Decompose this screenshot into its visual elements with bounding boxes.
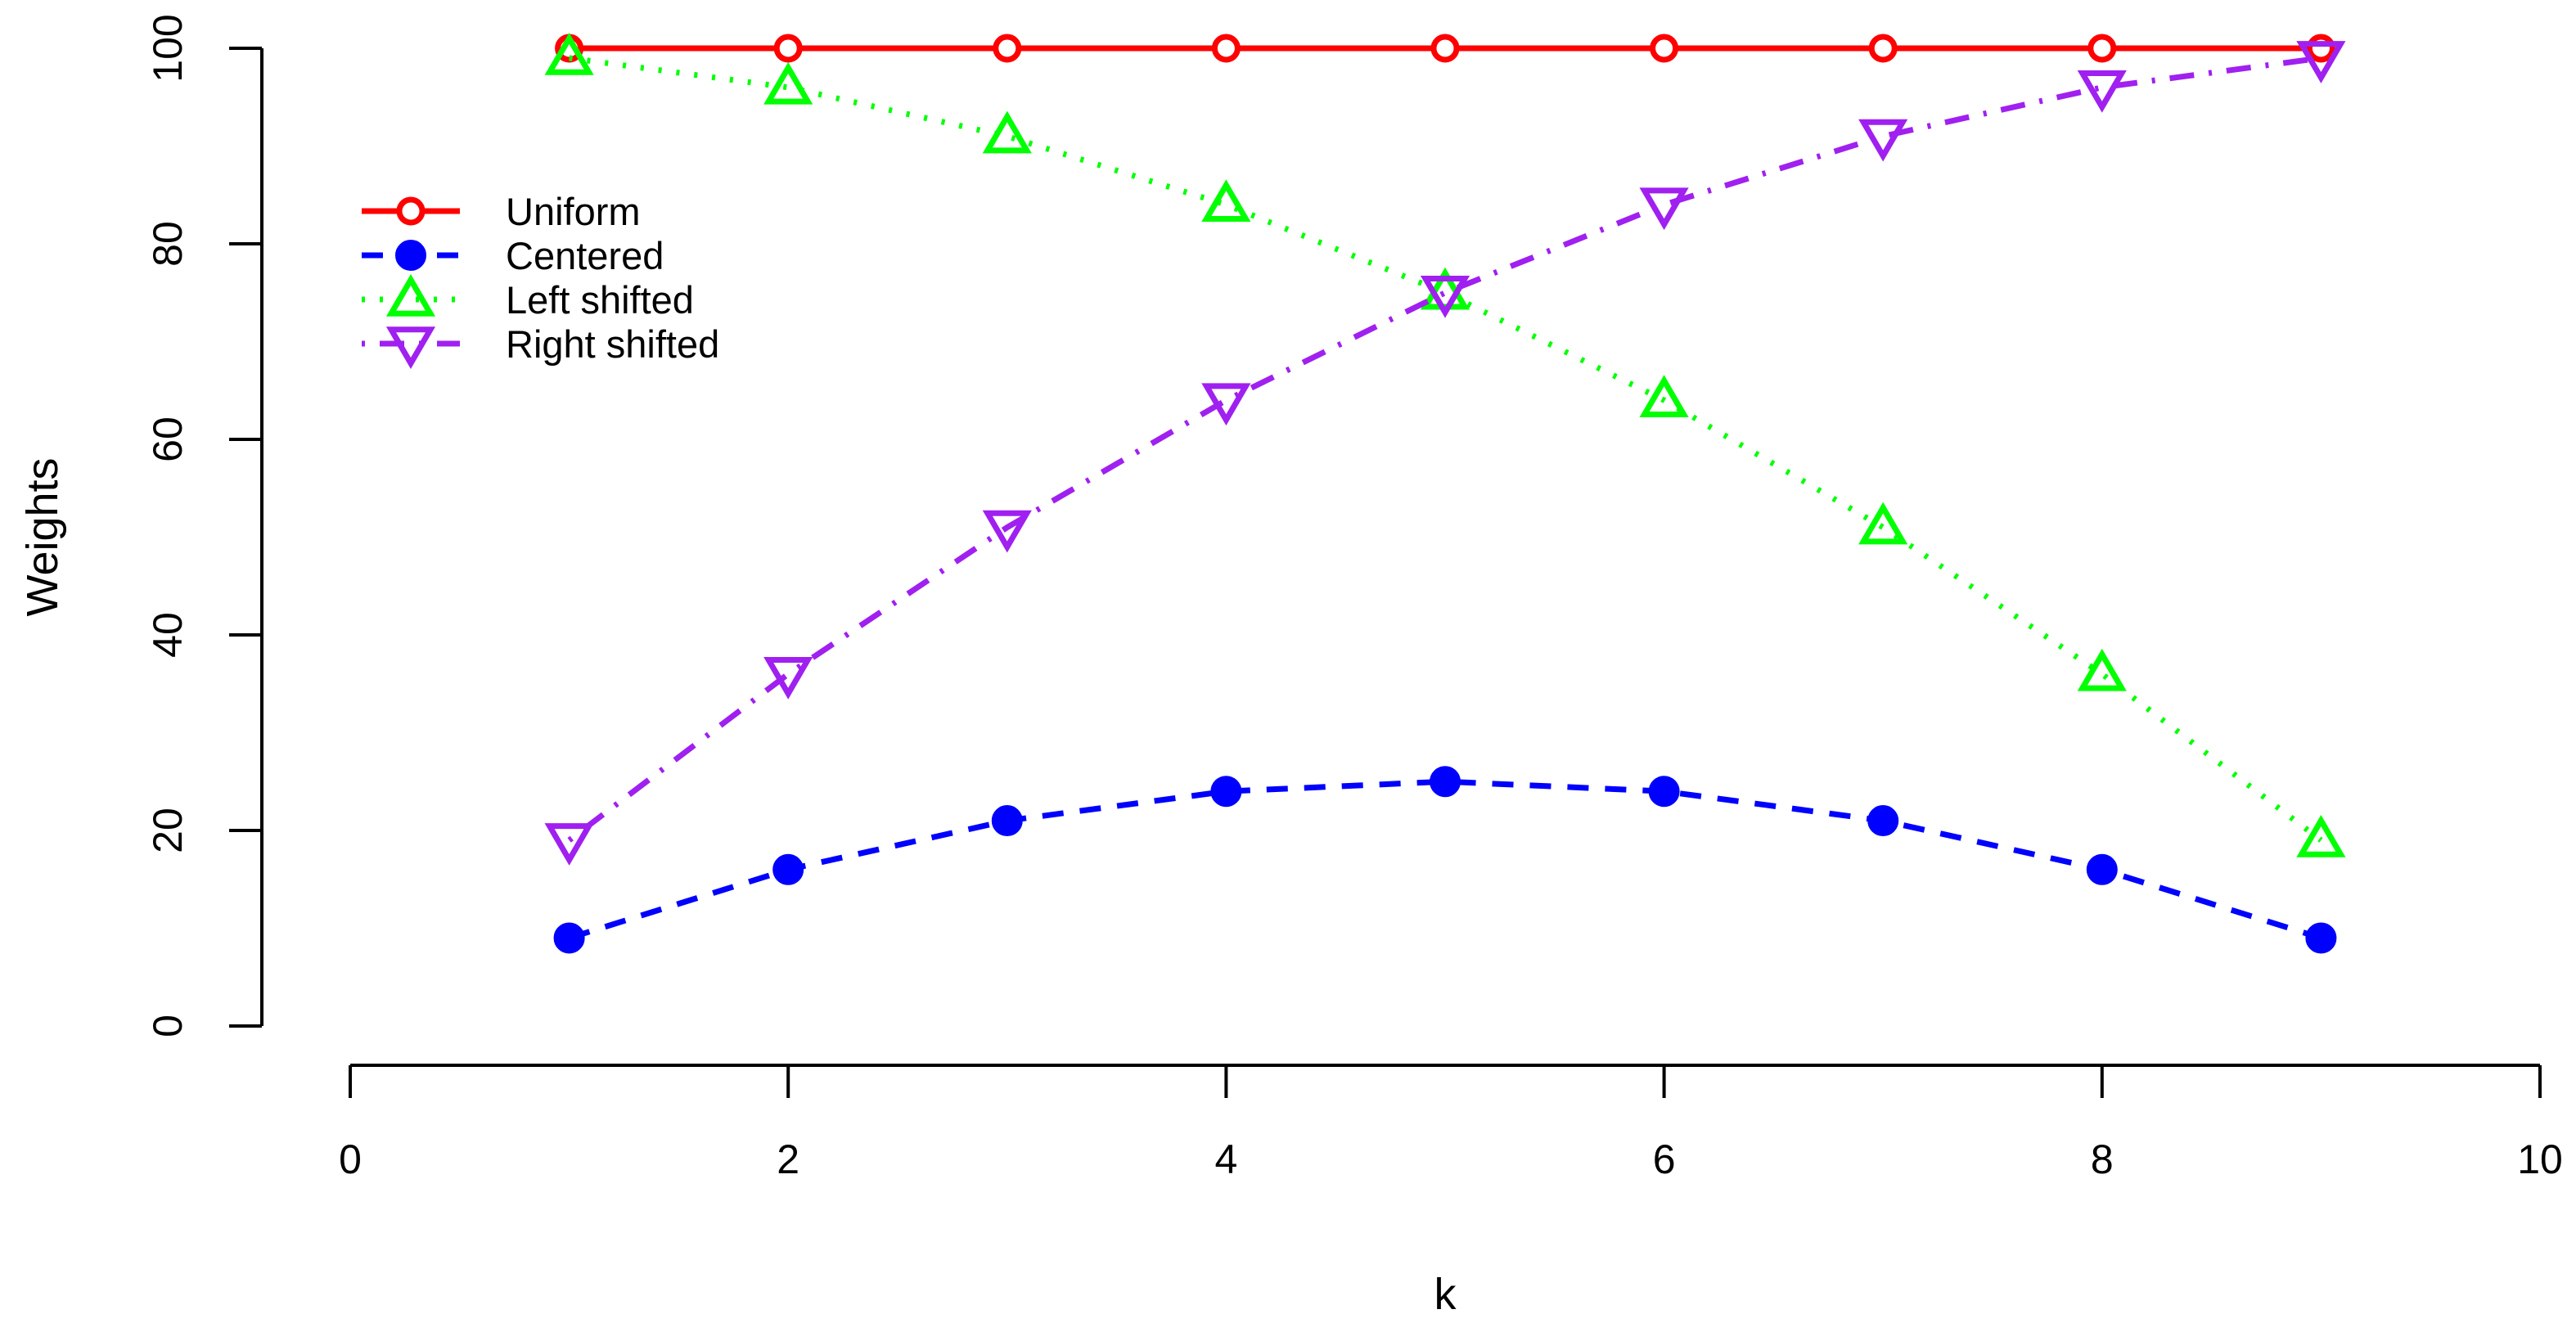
y-axis-title: Weights — [18, 457, 67, 616]
data-point-right-shifted — [763, 657, 813, 700]
legend-label: Centered — [506, 234, 664, 277]
y-tick-label: 0 — [145, 1015, 191, 1037]
legend-swatch-marker — [385, 326, 436, 369]
data-point-left-shifted — [2077, 648, 2127, 691]
legend-swatch-marker — [395, 240, 426, 271]
series-left-shifted — [544, 32, 2346, 857]
y-tick-label: 40 — [145, 612, 191, 658]
x-tick-label: 6 — [1653, 1136, 1676, 1182]
series-line-centered — [568, 778, 2322, 941]
y-tick-label: 100 — [145, 14, 191, 82]
legend-label: Right shifted — [506, 322, 719, 366]
data-point-centered — [1867, 805, 1899, 837]
data-point-uniform — [1868, 34, 1898, 63]
data-point-right-shifted — [2077, 70, 2127, 113]
series-uniform — [555, 34, 2335, 63]
x-tick-label: 4 — [1214, 1136, 1237, 1182]
data-point-right-shifted — [982, 510, 1032, 553]
data-point-centered — [991, 805, 1023, 837]
data-point-right-shifted — [1201, 383, 1251, 426]
legend-item-centered: Centered — [362, 234, 664, 277]
legend-item-right-shifted: Right shifted — [362, 322, 719, 369]
data-point-right-shifted — [1639, 187, 1689, 231]
data-point-left-shifted — [2296, 814, 2346, 857]
data-point-uniform — [993, 34, 1022, 63]
data-point-centered — [772, 853, 804, 885]
y-tick-label: 60 — [145, 416, 191, 462]
series-line-left-shifted — [569, 55, 2323, 843]
legend-item-uniform: Uniform — [362, 190, 641, 233]
data-point-right-shifted — [1858, 119, 1908, 162]
y-tick-label: 80 — [145, 221, 191, 267]
series-line-right-shifted — [567, 55, 2322, 843]
data-point-uniform — [2087, 34, 2117, 63]
series-layer — [544, 32, 2346, 954]
data-point-right-shifted — [1420, 275, 1470, 318]
data-point-left-shifted — [1201, 179, 1251, 222]
series-centered — [553, 766, 2337, 954]
data-point-uniform — [773, 34, 803, 63]
legend-swatch-marker — [396, 196, 426, 226]
legend-item-left-shifted: Left shifted — [362, 274, 694, 322]
data-point-centered — [1430, 766, 1461, 798]
data-point-centered — [2305, 922, 2337, 954]
x-tick-label: 0 — [339, 1136, 362, 1182]
data-point-left-shifted — [982, 110, 1032, 154]
data-point-left-shifted — [544, 32, 594, 75]
x-tick-label: 2 — [777, 1136, 799, 1182]
x-tick-label: 10 — [2517, 1136, 2563, 1182]
legend-swatch-marker — [385, 274, 436, 317]
data-point-left-shifted — [763, 61, 813, 105]
x-axis-title: k — [1434, 1270, 1457, 1319]
data-point-centered — [553, 922, 585, 954]
data-point-centered — [1210, 776, 1242, 808]
data-point-uniform — [1211, 34, 1241, 63]
legend-label: Left shifted — [506, 278, 694, 322]
data-point-uniform — [1430, 34, 1460, 63]
series-right-shifted — [544, 41, 2346, 866]
data-point-left-shifted — [1858, 502, 1908, 545]
legend-label: Uniform — [506, 190, 641, 233]
data-point-uniform — [2306, 34, 2335, 63]
data-point-centered — [1648, 776, 1680, 808]
data-point-centered — [2086, 853, 2118, 885]
data-point-right-shifted — [2296, 41, 2346, 83]
data-point-right-shifted — [544, 823, 594, 866]
x-tick-label: 8 — [2091, 1136, 2114, 1182]
data-point-uniform — [1650, 34, 1679, 63]
y-tick-label: 20 — [145, 808, 191, 853]
data-point-left-shifted — [1639, 375, 1689, 417]
